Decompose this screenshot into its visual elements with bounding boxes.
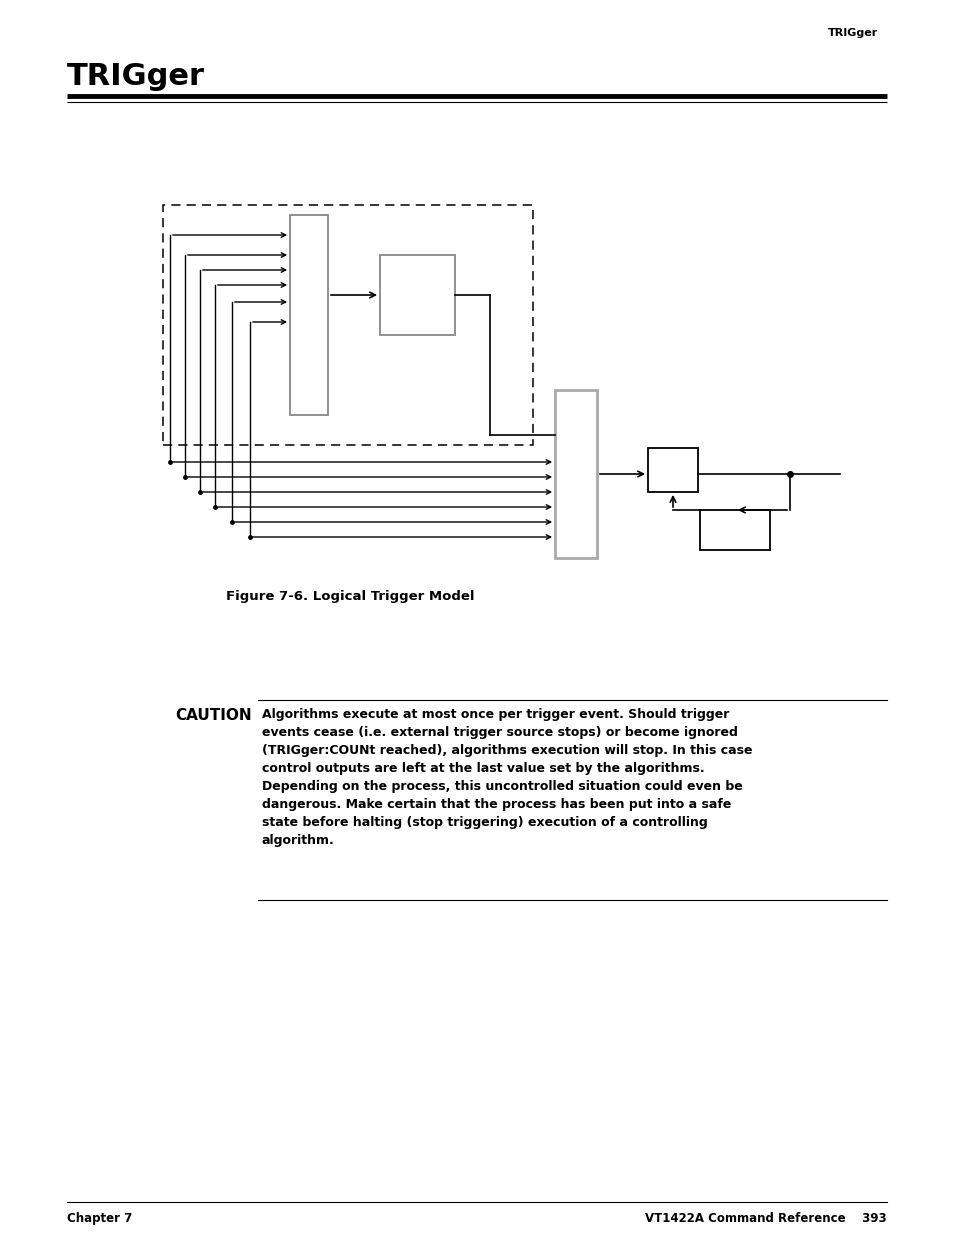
- Text: VT1422A Command Reference    393: VT1422A Command Reference 393: [644, 1212, 886, 1225]
- Text: algorithm.: algorithm.: [262, 834, 335, 847]
- Text: Chapter 7: Chapter 7: [67, 1212, 132, 1225]
- Bar: [163, 205, 533, 445]
- Text: (TRIGger:COUNt reached), algorithms execution will stop. In this case: (TRIGger:COUNt reached), algorithms exec…: [262, 743, 752, 757]
- Text: Algorithms execute at most once per trigger event. Should trigger: Algorithms execute at most once per trig…: [262, 708, 729, 721]
- Text: control outputs are left at the last value set by the algorithms.: control outputs are left at the last val…: [262, 762, 704, 776]
- Bar: [555, 390, 597, 558]
- Bar: [700, 510, 769, 550]
- Text: Depending on the process, this uncontrolled situation could even be: Depending on the process, this uncontrol…: [262, 781, 742, 793]
- Text: TRIGger: TRIGger: [827, 28, 877, 38]
- Text: TRIGger: TRIGger: [67, 62, 205, 91]
- Bar: [647, 448, 698, 492]
- Text: state before halting (stop triggering) execution of a controlling: state before halting (stop triggering) e…: [262, 816, 707, 829]
- Bar: [379, 254, 455, 335]
- Text: Figure 7-6. Logical Trigger Model: Figure 7-6. Logical Trigger Model: [226, 590, 474, 603]
- Bar: [290, 215, 328, 415]
- Text: dangerous. Make certain that the process has been put into a safe: dangerous. Make certain that the process…: [262, 798, 731, 811]
- Text: CAUTION: CAUTION: [175, 708, 252, 722]
- Text: events cease (i.e. external trigger source stops) or become ignored: events cease (i.e. external trigger sour…: [262, 726, 737, 739]
